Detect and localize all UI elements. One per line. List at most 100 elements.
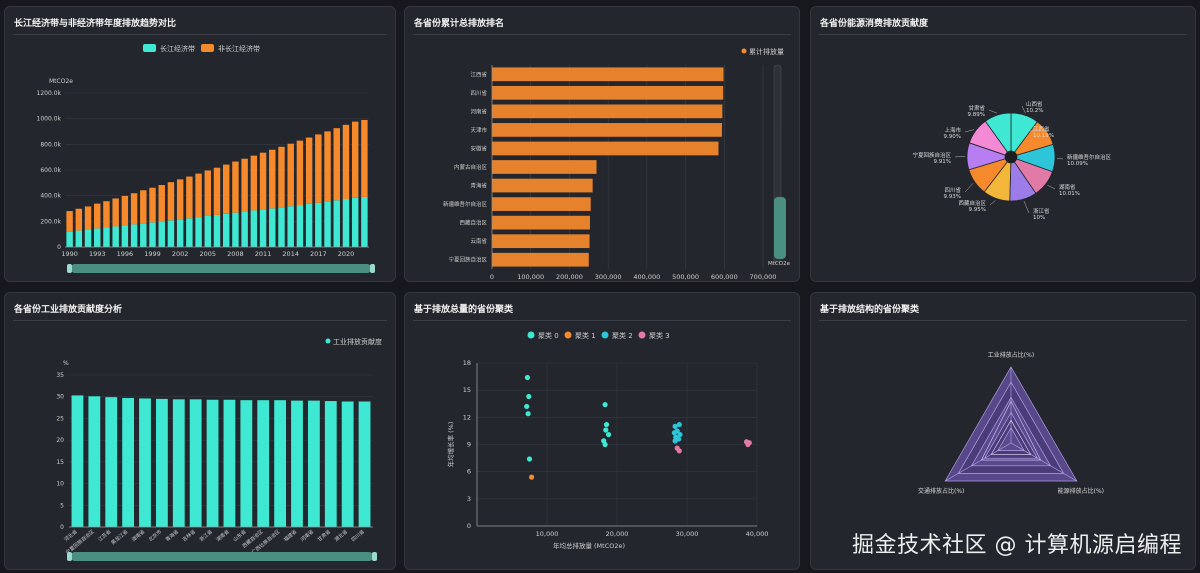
bar-non-yangtze — [324, 131, 331, 202]
watermark: 掘金技术社区 @ 计算机源启编程 — [852, 533, 1182, 558]
zoom-slider-handle-right — [372, 552, 377, 561]
x-tick-label: 100,000 — [517, 273, 544, 281]
radar-series-area — [990, 419, 1032, 455]
horizontal-bar-chart: 累计排放量 0 100,000 200,000 300,000 400,000 500,00… — [443, 47, 791, 281]
y-tick-label: 5 — [60, 502, 64, 509]
bar-yangtze — [204, 215, 212, 247]
bar-yangtze — [130, 224, 138, 247]
bar-non-yangtze — [351, 121, 359, 198]
label-leader-line — [989, 200, 996, 206]
y-tick-label: 1200.0k — [37, 90, 62, 97]
y-tick-label: 0 — [467, 522, 471, 530]
bar-non-yangtze — [140, 190, 147, 224]
x-tick-label: 20,000 — [606, 530, 629, 538]
bar-non-yangtze — [84, 206, 92, 230]
scatter-point — [526, 456, 533, 462]
bar-non-yangtze — [66, 211, 73, 232]
stacked-bar-chart: 长江经济带 非长江经济带 MtCO2e 0 200.0k 400.0k 600.0k 800.… — [37, 44, 375, 273]
x-tick-label: 30,000 — [676, 530, 699, 538]
scatter-point — [676, 421, 682, 428]
bar — [172, 399, 185, 527]
bar-yangtze — [278, 207, 285, 247]
bar — [492, 234, 590, 249]
y-tick-label: 800.0k — [40, 141, 61, 148]
x-category-label: 福建省 — [282, 528, 298, 543]
y-tick-label: 1000.0k — [37, 116, 62, 123]
panel-industrial-contribution: 各省份工业排放贡献度分析 工业排放贡献度% 0 5 10 15 20 25 30 35 河北省 宁夏… — [4, 292, 396, 570]
y-tick-label: 20 — [56, 437, 64, 444]
bar-yangtze — [361, 196, 368, 247]
zoom-slider-track — [71, 264, 371, 273]
x-tick-label: 500,000 — [672, 273, 699, 281]
label-leader-line — [1023, 201, 1030, 214]
x-tick-label: 1996 — [117, 250, 134, 258]
slice-label: 宁夏回族自治区 — [912, 151, 951, 159]
scatter-point — [603, 427, 609, 433]
x-tick-label: 2011 — [255, 250, 272, 258]
legend-swatch-yangtze — [143, 44, 156, 52]
bar — [189, 399, 202, 527]
scatter-point — [672, 438, 678, 444]
legend-dot — [527, 331, 535, 339]
y-tick-label: 15 — [463, 386, 471, 394]
slice-percent: 9.95% — [969, 207, 986, 213]
slice-percent: 10.2% — [1026, 108, 1043, 114]
bar-non-yangtze — [315, 134, 322, 203]
bar-yangtze — [84, 229, 92, 247]
bar — [257, 400, 270, 527]
bar-non-yangtze — [232, 161, 239, 213]
zoom-slider-handle-left — [67, 552, 72, 561]
legend-swatch-non-yangtze — [201, 44, 214, 52]
x-tick-label: 1993 — [89, 250, 106, 258]
y-category-label: 天津市 — [470, 126, 487, 134]
bar — [223, 399, 236, 527]
radar-series-area — [980, 400, 1042, 461]
bar-yangtze — [241, 211, 248, 247]
legend-label: 聚类 1 — [575, 331, 596, 340]
x-tick-label: 700,000 — [750, 273, 777, 281]
bar-yangtze — [287, 206, 294, 247]
radar-axis — [1010, 442, 1077, 482]
x-tick-label: 600,000 — [711, 273, 738, 281]
bar-non-yangtze — [269, 149, 276, 209]
x-tick-label: 40,000 — [746, 530, 769, 538]
x-category-label: 广西壮族自治区 — [250, 528, 281, 556]
y-tick-label: 0 — [60, 524, 64, 531]
y-axis-unit: MtCO2e — [49, 78, 73, 85]
bar-yangtze — [232, 212, 239, 247]
label-leader-line — [964, 183, 974, 193]
x-tick-label: 1999 — [144, 250, 161, 258]
bar — [492, 197, 591, 211]
legend-label: 累计排放量 — [749, 47, 784, 56]
legend-label: 工业排放贡献度 — [333, 337, 382, 346]
y-tick-label: 9 — [467, 441, 471, 449]
slice-percent: 9.91% — [934, 159, 951, 165]
panel-total-clustering: 基于排放总量的省份聚类 聚类 0 聚类 1 聚类 2 聚类 3 0 3 6 9 12 15 18 10… — [404, 292, 800, 570]
bar — [122, 398, 135, 527]
scatter-point — [602, 402, 608, 408]
panel-title: 各省份累计总排放排名 — [414, 19, 505, 29]
slice-label: 西藏自治区 — [958, 199, 986, 207]
bar-non-yangtze — [94, 203, 101, 229]
y-category-label: 宁夏回族自治区 — [448, 256, 487, 264]
bar-non-yangtze — [287, 143, 294, 207]
panel-structure-clustering: 基于排放结构的省份聚类 工业排放占比(%) 能源排放占比(%) 交通排放占比(%) — [810, 292, 1196, 570]
bar — [307, 400, 320, 527]
x-tick-label: 300,000 — [595, 273, 622, 281]
bar-yangtze — [342, 199, 350, 247]
scatter-chart: 聚类 0 聚类 1 聚类 2 聚类 3 0 3 6 9 12 15 18 10,000 20,000 30… — [446, 331, 769, 550]
scatter-point — [525, 411, 531, 417]
slice-percent: 9.93% — [944, 194, 961, 200]
divider — [413, 34, 791, 35]
panel-energy-contribution: 各省份能源消费排放贡献度 山西省 10.2% 江西省 10.19% 新疆维吾尔自治区 10… — [810, 6, 1196, 282]
bar-non-yangtze — [186, 176, 193, 219]
bar — [492, 160, 597, 174]
bar-non-yangtze — [342, 124, 350, 200]
divider — [819, 34, 1187, 35]
bar — [291, 400, 303, 527]
scatter-point — [671, 430, 677, 436]
slice-percent: 10.19% — [1033, 133, 1054, 139]
slice-label: 江西省 — [1033, 125, 1050, 133]
y-category-label: 内蒙古自治区 — [454, 163, 488, 171]
legend-label: 聚类 2 — [612, 331, 633, 340]
